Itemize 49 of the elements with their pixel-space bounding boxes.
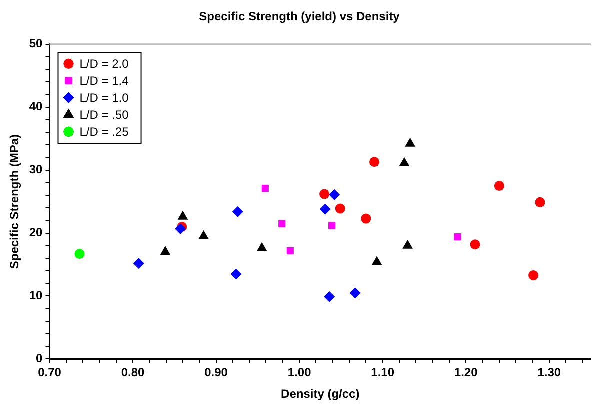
point — [372, 256, 382, 266]
y-tick-label: 50 — [29, 36, 44, 51]
point — [329, 189, 340, 200]
point — [328, 222, 336, 230]
x-tick-label: 1.20 — [454, 366, 478, 380]
point — [178, 210, 188, 220]
point — [133, 258, 144, 269]
point — [335, 204, 346, 214]
point — [528, 270, 539, 280]
y-tick-label: 20 — [29, 226, 44, 240]
legend-label: L/D = .50 — [80, 108, 130, 122]
point — [320, 204, 331, 215]
legend-label: L/D = 1.0 — [80, 91, 130, 106]
point — [230, 268, 242, 280]
legend-label: L/D = 2.0 — [80, 57, 130, 72]
point — [350, 288, 361, 299]
point — [402, 240, 414, 249]
point — [256, 242, 268, 252]
legend-label: L/D = 1.4 — [80, 74, 130, 88]
x-tick-label: 1.00 — [288, 366, 312, 380]
legend-label: L/D = .25 — [80, 125, 130, 140]
point — [370, 157, 380, 168]
point — [535, 197, 546, 208]
point — [198, 230, 209, 240]
point — [494, 181, 504, 192]
point — [320, 189, 330, 200]
x-tick-label: 0.70 — [38, 366, 62, 380]
point — [361, 214, 372, 224]
point — [74, 249, 85, 260]
point — [174, 223, 186, 234]
x-tick-label: 1.30 — [538, 366, 562, 380]
y-tick-label: 10 — [29, 288, 44, 303]
y-tick-label: 30 — [29, 162, 44, 177]
point — [454, 234, 462, 241]
y-tick-label: 40 — [29, 100, 44, 114]
chart-title: Specific Strength (yield) vs Density — [199, 10, 400, 24]
x-tick-label: 0.90 — [204, 366, 228, 380]
x-tick-label: 0.80 — [121, 366, 146, 380]
point — [278, 220, 286, 228]
point — [286, 247, 294, 254]
point — [324, 291, 336, 302]
point — [160, 246, 171, 256]
point — [262, 185, 269, 192]
x-tick-label: 1.10 — [371, 366, 395, 380]
y-axis-title: Specific Strength (MPa) — [8, 134, 22, 270]
y-tick-label: 0 — [36, 352, 44, 366]
point — [470, 240, 480, 250]
x-axis-title: Density (g/cc) — [281, 387, 360, 402]
point — [232, 206, 244, 218]
